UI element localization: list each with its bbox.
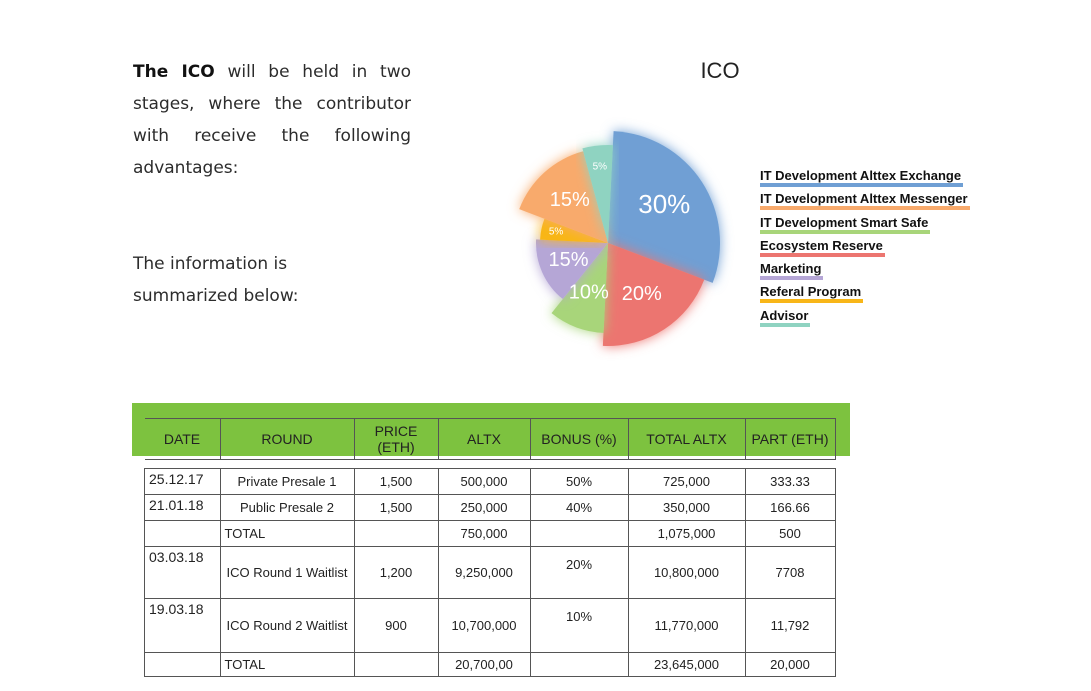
intro-text: will be held in two stages, where the co… — [133, 62, 412, 178]
cell-date — [144, 652, 221, 677]
cell-price — [353, 520, 439, 547]
pie-slice-it-development-alttex-messenger — [519, 151, 608, 243]
chart-legend: IT Development Alttex Exchange IT Develop… — [760, 164, 970, 327]
col-date-header: DATE — [144, 418, 221, 460]
pie-data-label: 15% — [550, 189, 590, 211]
cell-date: 19.03.18 — [144, 598, 221, 653]
cell-part: 7708 — [744, 546, 836, 599]
pie-data-label: 15% — [549, 249, 589, 271]
chart-title: ICO — [700, 58, 740, 83]
legend-label: IT Development Alttex Exchange — [760, 169, 964, 187]
col-total-altx-header: TOTAL ALTX — [627, 418, 746, 460]
spacer-row — [144, 459, 835, 469]
cell-round: TOTAL — [219, 520, 355, 547]
col-price-header: PRICE (ETH) — [353, 418, 439, 460]
col-bonus-header: BONUS (%) — [529, 418, 629, 460]
cell-round: ICO Round 1 Waitlist — [219, 546, 355, 599]
cell-total-altx: 23,645,000 — [627, 652, 746, 677]
cell-round: ICO Round 2 Waitlist — [219, 598, 355, 653]
cell-total-altx: 11,770,000 — [627, 598, 746, 653]
ico-table-section: DATE ROUND PRICE (ETH) ALTX BONUS (%) TO… — [132, 403, 850, 679]
table-row-total: TOTAL 20,700,00 23,645,000 20,000 — [144, 652, 836, 677]
cell-part: 11,792 — [744, 598, 836, 653]
pie-data-label: 5% — [593, 162, 608, 173]
cell-price: 1,500 — [353, 468, 439, 495]
cell-round: TOTAL — [219, 652, 355, 677]
pie-slice-referal-program — [540, 218, 608, 243]
pie-data-label: 5% — [549, 227, 564, 238]
legend-item: Marketing — [760, 257, 970, 281]
legend-label: Advisor — [760, 308, 811, 327]
cell-part: 20,000 — [744, 652, 836, 677]
cell-date: 25.12.17 — [144, 468, 221, 495]
cell-altx: 9,250,000 — [437, 546, 531, 599]
cell-date — [144, 520, 221, 547]
table-row: 03.03.18 ICO Round 1 Waitlist 1,200 9,25… — [144, 546, 836, 599]
summary-paragraph: The information is summarized below: — [133, 254, 299, 306]
pie-data-label: 30% — [638, 189, 690, 219]
cell-price: 1,500 — [353, 494, 439, 521]
cell-price: 1,200 — [353, 546, 439, 599]
legend-label: Referal Program — [760, 285, 864, 304]
legend-label: IT Development Smart Safe — [760, 215, 931, 234]
pie-data-label: 10% — [569, 282, 609, 304]
cell-bonus: 20% — [529, 546, 629, 599]
col-altx-header: ALTX — [437, 418, 531, 460]
cell-total-altx: 1,075,000 — [627, 520, 746, 547]
cell-altx: 500,000 — [437, 468, 531, 495]
table-row: 21.01.18 Public Presale 2 1,500 250,000 … — [144, 494, 836, 521]
cell-bonus: 10% — [529, 598, 629, 653]
table-row: 19.03.18 ICO Round 2 Waitlist 900 10,700… — [144, 598, 836, 653]
cell-bonus — [529, 652, 629, 677]
pie-chart: 30% 20% 10% 15% 5% 15% 5% — [519, 131, 720, 346]
cell-part: 333.33 — [744, 468, 836, 495]
cell-part: 166.66 — [744, 494, 836, 521]
intro-paragraph: The ICO will be held in two stages, wher… — [133, 56, 411, 184]
legend-item: Referal Program — [760, 280, 970, 304]
cell-bonus — [529, 520, 629, 547]
cell-total-altx: 10,800,000 — [627, 546, 746, 599]
cell-bonus: 50% — [529, 468, 629, 495]
legend-label: Marketing — [760, 262, 824, 281]
ico-rounds-table: DATE ROUND PRICE (ETH) ALTX BONUS (%) TO… — [144, 418, 836, 677]
cell-round: Public Presale 2 — [219, 494, 355, 521]
cell-bonus: 40% — [529, 494, 629, 521]
cell-round: Private Presale 1 — [219, 468, 355, 495]
cell-altx: 10,700,000 — [437, 598, 531, 653]
table-row-total: TOTAL 750,000 1,075,000 500 — [144, 520, 836, 547]
legend-item: IT Development Smart Safe — [760, 211, 970, 234]
col-part-header: PART (ETH) — [744, 418, 836, 460]
legend-item: Ecosystem Reserve — [760, 234, 970, 257]
col-round-header: ROUND — [219, 418, 355, 460]
cell-price — [353, 652, 439, 677]
legend-item: IT Development Alttex Messenger — [760, 187, 970, 211]
cell-total-altx: 725,000 — [627, 468, 746, 495]
cell-price: 900 — [353, 598, 439, 653]
pie-slice-it-development-smart-safe — [551, 243, 608, 333]
legend-item: Advisor — [760, 304, 970, 327]
cell-date: 21.01.18 — [144, 494, 221, 521]
cell-date: 03.03.18 — [144, 546, 221, 599]
intro-bold: The ICO — [133, 62, 215, 82]
legend-label: IT Development Alttex Messenger — [760, 192, 970, 211]
pie-slice-marketing — [536, 239, 608, 300]
pie-data-label: 20% — [622, 283, 662, 305]
cell-part: 500 — [744, 520, 836, 547]
table-row: 25.12.17 Private Presale 1 1,500 500,000… — [144, 468, 836, 495]
pie-slice-advisor — [582, 145, 613, 243]
pie-slice-ecosystem-reserve — [602, 243, 705, 346]
legend-item: IT Development Alttex Exchange — [760, 164, 970, 187]
cell-altx: 750,000 — [437, 520, 531, 547]
pie-slice-it-development-alttex-exchange — [608, 131, 720, 283]
table-header-row: DATE ROUND PRICE (ETH) ALTX BONUS (%) TO… — [144, 418, 836, 460]
cell-altx: 20,700,00 — [437, 652, 531, 677]
cell-total-altx: 350,000 — [627, 494, 746, 521]
cell-altx: 250,000 — [437, 494, 531, 521]
legend-label: Ecosystem Reserve — [760, 238, 885, 257]
